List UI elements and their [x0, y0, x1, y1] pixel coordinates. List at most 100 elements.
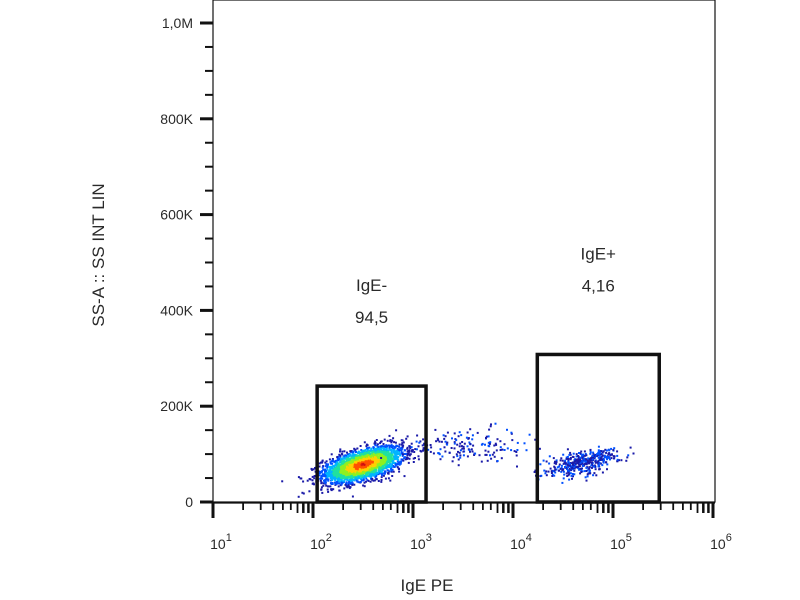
data-point [361, 454, 364, 457]
data-point [348, 480, 351, 482]
data-point [543, 469, 546, 472]
data-point [399, 447, 402, 450]
data-point [356, 471, 359, 474]
data-point [344, 454, 347, 457]
data-point [485, 437, 487, 439]
data-point [355, 458, 358, 461]
data-point [609, 454, 612, 457]
data-point [470, 448, 473, 451]
data-point [371, 463, 374, 466]
data-point [566, 455, 569, 458]
data-point [478, 454, 481, 457]
data-point [388, 434, 391, 437]
data-point [586, 469, 589, 472]
data-point [343, 475, 346, 478]
data-point [567, 471, 570, 474]
data-point [581, 467, 583, 470]
data-point [335, 471, 338, 474]
data-point [595, 474, 598, 477]
data-point [327, 485, 330, 488]
data-point [589, 458, 592, 461]
data-point [410, 449, 413, 452]
data-point [349, 477, 352, 479]
data-point [548, 455, 551, 458]
data-point [499, 440, 502, 443]
data-point [398, 445, 400, 448]
data-point [568, 478, 571, 481]
data-point [366, 455, 369, 458]
data-point [533, 471, 536, 473]
data-point [566, 475, 569, 477]
data-point [367, 472, 370, 475]
data-point [332, 472, 335, 475]
data-point [376, 444, 379, 447]
data-point [361, 458, 364, 461]
data-point [555, 462, 558, 465]
data-point [362, 459, 365, 462]
data-point [391, 468, 394, 471]
data-point [369, 472, 372, 475]
data-point [345, 471, 348, 474]
data-point [311, 479, 314, 482]
data-point [523, 442, 526, 445]
data-point [369, 469, 372, 472]
data-point [404, 456, 406, 459]
data-point [359, 445, 362, 447]
data-point [389, 462, 392, 465]
data-point [331, 483, 334, 485]
data-point [396, 457, 398, 460]
data-point [604, 448, 607, 451]
data-point [390, 454, 393, 457]
data-point [558, 469, 560, 472]
data-point [333, 471, 336, 474]
data-point [579, 452, 582, 455]
data-point [393, 466, 396, 468]
data-point [349, 463, 352, 466]
data-point [379, 442, 382, 445]
data-point [374, 454, 377, 457]
data-point [340, 483, 343, 486]
data-point [354, 467, 357, 470]
data-point [362, 468, 365, 470]
data-point [311, 475, 314, 478]
data-point [583, 450, 586, 453]
data-point [455, 453, 458, 456]
data-point [451, 437, 453, 440]
data-point [575, 458, 578, 461]
data-point [406, 435, 409, 438]
data-point [344, 466, 347, 469]
gate-percent-label: 94,5 [355, 308, 388, 327]
data-point [398, 462, 401, 465]
data-point [345, 454, 348, 457]
data-point [373, 467, 376, 470]
data-point [329, 485, 332, 488]
data-point [361, 455, 364, 458]
data-point [586, 473, 589, 476]
data-point [362, 466, 365, 469]
data-point [341, 450, 344, 453]
data-point [351, 476, 354, 479]
data-point [555, 459, 558, 462]
data-point [319, 477, 322, 480]
data-point [313, 483, 315, 486]
data-point [414, 457, 416, 459]
data-point [393, 458, 396, 461]
data-point [373, 479, 376, 482]
data-point [360, 472, 363, 475]
data-point [351, 495, 354, 498]
data-point [578, 460, 581, 463]
data-point [320, 486, 323, 489]
data-point [338, 473, 341, 476]
data-point [349, 458, 352, 461]
data-point [472, 444, 475, 447]
data-point [346, 473, 349, 476]
data-point [601, 454, 604, 457]
data-point [388, 460, 390, 463]
data-point [398, 470, 401, 473]
data-point [605, 455, 608, 458]
data-point [364, 448, 367, 451]
data-point [391, 460, 394, 463]
y-axis-title: SS-A :: SS INT LIN [89, 183, 108, 326]
data-point [377, 458, 379, 461]
data-point [404, 452, 407, 455]
